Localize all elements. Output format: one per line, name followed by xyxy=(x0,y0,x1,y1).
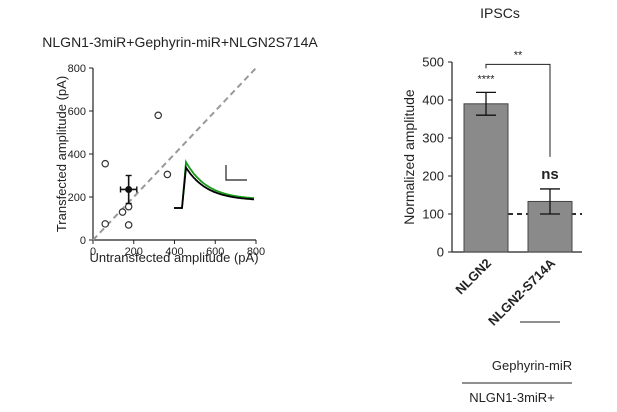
significance-bracket: ** xyxy=(485,49,551,157)
bar-y-tick-label: 200 xyxy=(422,169,444,184)
bar-y-tick-label: 0 xyxy=(437,245,444,260)
scatter-y-tick-label: 200 xyxy=(68,192,86,204)
comparison-bracket xyxy=(485,63,551,157)
scatter-point xyxy=(163,170,172,179)
scatter-point xyxy=(101,220,110,228)
scatter-x-tick-label: 200 xyxy=(125,246,143,258)
condition-nlgn1: NLGN1-3miR+ xyxy=(469,390,555,405)
inset-traces xyxy=(174,158,255,209)
scatter-y-tick-label: 0 xyxy=(80,235,86,247)
bar xyxy=(463,103,509,253)
scatter-y-tick-label: 400 xyxy=(68,149,86,161)
comparison-label: ** xyxy=(514,49,523,61)
bar-y-tick-label: 400 xyxy=(422,93,444,108)
scatter-chart: NLGN1-3miR+Gephyrin-miR+NLGN2S714A 0 200 4… xyxy=(42,34,318,265)
scatter-point xyxy=(101,159,110,168)
scatter-point xyxy=(118,208,127,216)
scatter-x-tick-label: 0 xyxy=(90,246,96,258)
bar-y-tick-label: 500 xyxy=(422,55,444,70)
scatter-x-tick-label: 800 xyxy=(247,246,265,258)
bar-significance-label: **** xyxy=(477,73,495,85)
inset-scale-bar xyxy=(225,165,247,181)
inset-trace-untransfected xyxy=(174,164,255,209)
scatter-y-tick-label: 800 xyxy=(68,63,86,75)
scatter-y-label: Transfected amplitude (pA) xyxy=(54,76,69,232)
condition-gephyrin: Gephyrin-miR xyxy=(492,358,572,373)
bar-y-tick-label: 100 xyxy=(422,207,444,222)
inset-trace-transfected xyxy=(174,158,255,209)
mean-point xyxy=(125,185,133,193)
scatter-y-tick-label: 600 xyxy=(68,106,86,118)
identity-line xyxy=(92,67,257,241)
bar-category-label: NLGN2-S714A xyxy=(485,255,558,328)
bar-y-label: Normalized amplitude xyxy=(401,89,417,225)
scatter-x-tick-label: 400 xyxy=(165,246,183,258)
scatter-point xyxy=(124,202,133,211)
scatter-title: NLGN1-3miR+Gephyrin-miR+NLGN2S714A xyxy=(42,34,318,50)
bar-chart: IPSCs 0 100 200 300 400 500 **** NLGN2 ns NLGN2-… xyxy=(401,5,582,405)
bar-category-label: NLGN2 xyxy=(452,256,494,298)
bar-significance-label: ns xyxy=(541,166,559,183)
scatter-point xyxy=(124,221,133,229)
bar-y-tick-label: 300 xyxy=(422,131,444,146)
scatter-x-label: Untransfected amplitude (pA) xyxy=(89,250,258,265)
bar-title: IPSCs xyxy=(480,5,520,21)
scatter-x-tick-label: 600 xyxy=(206,246,224,258)
scatter-point xyxy=(154,111,163,120)
